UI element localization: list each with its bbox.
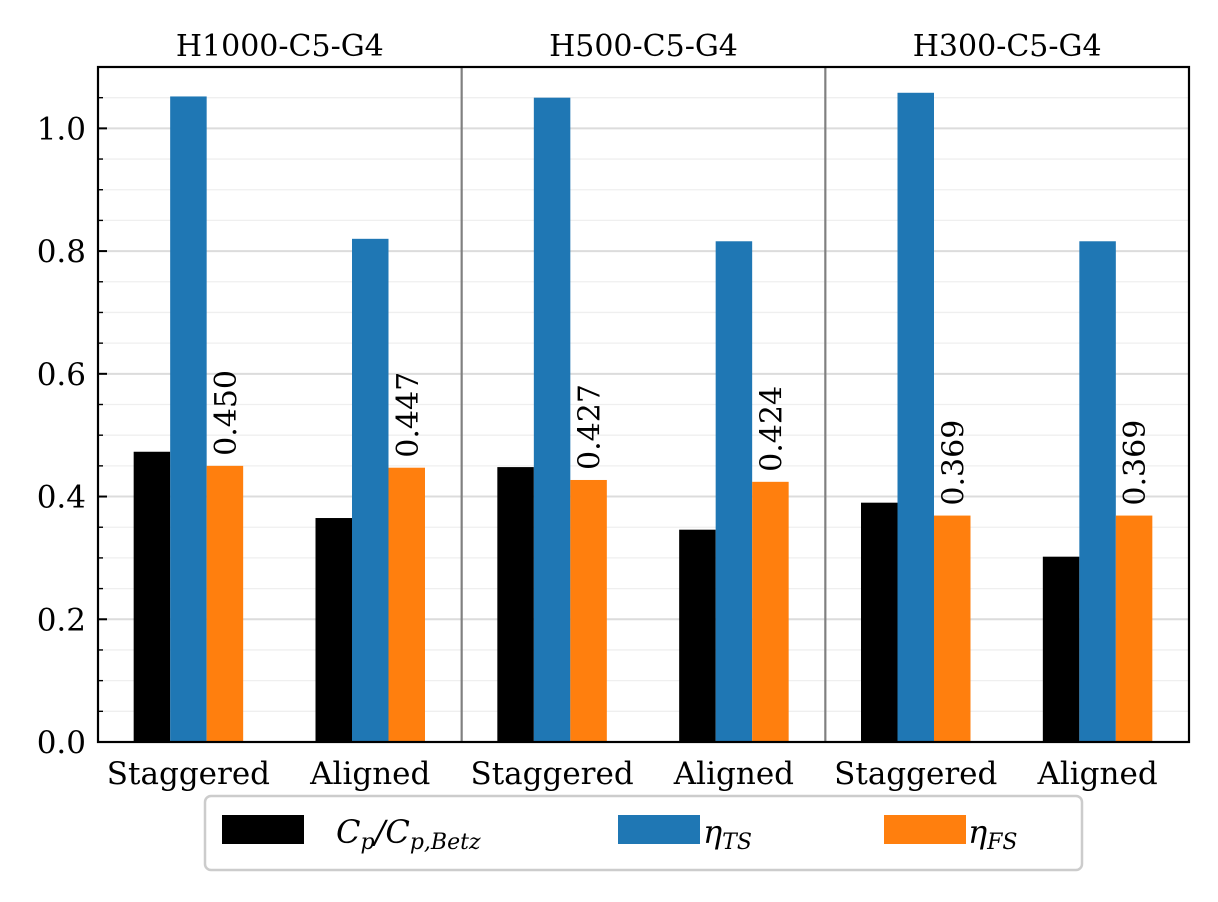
bar-series-0-group-4 (861, 502, 898, 742)
legend-label-0: Cp/Cp,Betz (336, 813, 481, 855)
bar-value-label: 0.424 (754, 386, 789, 472)
legend-swatch-0 (222, 815, 304, 844)
category-label: Aligned (309, 756, 430, 792)
bar-series-1-group-3 (715, 241, 753, 743)
y-tick-label: 0.4 (37, 480, 86, 516)
x-axis-categories: Staggered Aligned Staggered Aligned Staggere… (107, 756, 1158, 792)
category-label: Aligned (1036, 756, 1157, 792)
panel-titles: H1000-C5-G4 H500-C5-G4 H300-C5-G4 (176, 29, 1102, 64)
bar-value-label: 0.450 (209, 370, 244, 456)
legend-swatch-1 (618, 815, 700, 844)
y-tick-label: 1.0 (37, 111, 86, 147)
bar-value-label: 0.447 (391, 372, 426, 458)
bar-series-0-group-1 (315, 518, 352, 742)
y-tick-label: 0.2 (37, 602, 86, 638)
y-tick-label: 0.0 (37, 725, 86, 761)
y-tick-label: 0.8 (37, 234, 86, 270)
panel-title: H1000-C5-G4 (176, 29, 384, 64)
y-tick-label: 0.6 (37, 357, 86, 393)
panel-title: H500-C5-G4 (549, 29, 738, 64)
bar-series-1-group-4 (897, 92, 934, 743)
legend-label-1: ηTS (703, 813, 752, 855)
bar-series-1-group-2 (533, 97, 571, 742)
bar-value-label: 0.369 (936, 420, 971, 506)
category-label: Staggered (834, 756, 997, 792)
bar-series-2-group-3 (752, 481, 789, 742)
bar-series-2-group-4 (934, 515, 971, 742)
bar-series-1-group-5 (1079, 241, 1116, 743)
bar-series-2-group-0 (206, 465, 244, 742)
data-labels: 0.450 0.447 0.427 0.424 0.369 0.369 (209, 370, 1153, 506)
y-axis: 0.0 0.2 0.4 0.6 0.8 1.0 (37, 66, 107, 761)
bar-series-1-group-0 (170, 96, 207, 743)
bar-series-0-group-5 (1042, 556, 1080, 742)
bars (133, 92, 1153, 743)
legend-label-2: ηFS (968, 813, 1018, 855)
category-label: Staggered (470, 756, 633, 792)
bar-series-0-group-3 (679, 529, 716, 742)
bar-value-label: 0.369 (1118, 420, 1153, 506)
bar-series-0-group-2 (497, 467, 534, 742)
grid-lines (98, 97, 1189, 712)
category-label: Aligned (673, 756, 794, 792)
bar-series-2-group-2 (570, 479, 607, 742)
bar-series-2-group-5 (1115, 515, 1153, 742)
bar-value-label: 0.427 (573, 384, 608, 470)
bar-series-2-group-1 (388, 467, 425, 742)
bar-series-1-group-1 (352, 238, 389, 742)
legend-swatch-2 (884, 815, 966, 844)
panel-title: H300-C5-G4 (913, 29, 1102, 64)
category-label: Staggered (107, 756, 270, 792)
bar-series-0-group-0 (133, 451, 171, 742)
legend: Cp/Cp,Betz ηTS ηFS (203, 794, 1084, 872)
panel-dividers (460, 67, 827, 742)
